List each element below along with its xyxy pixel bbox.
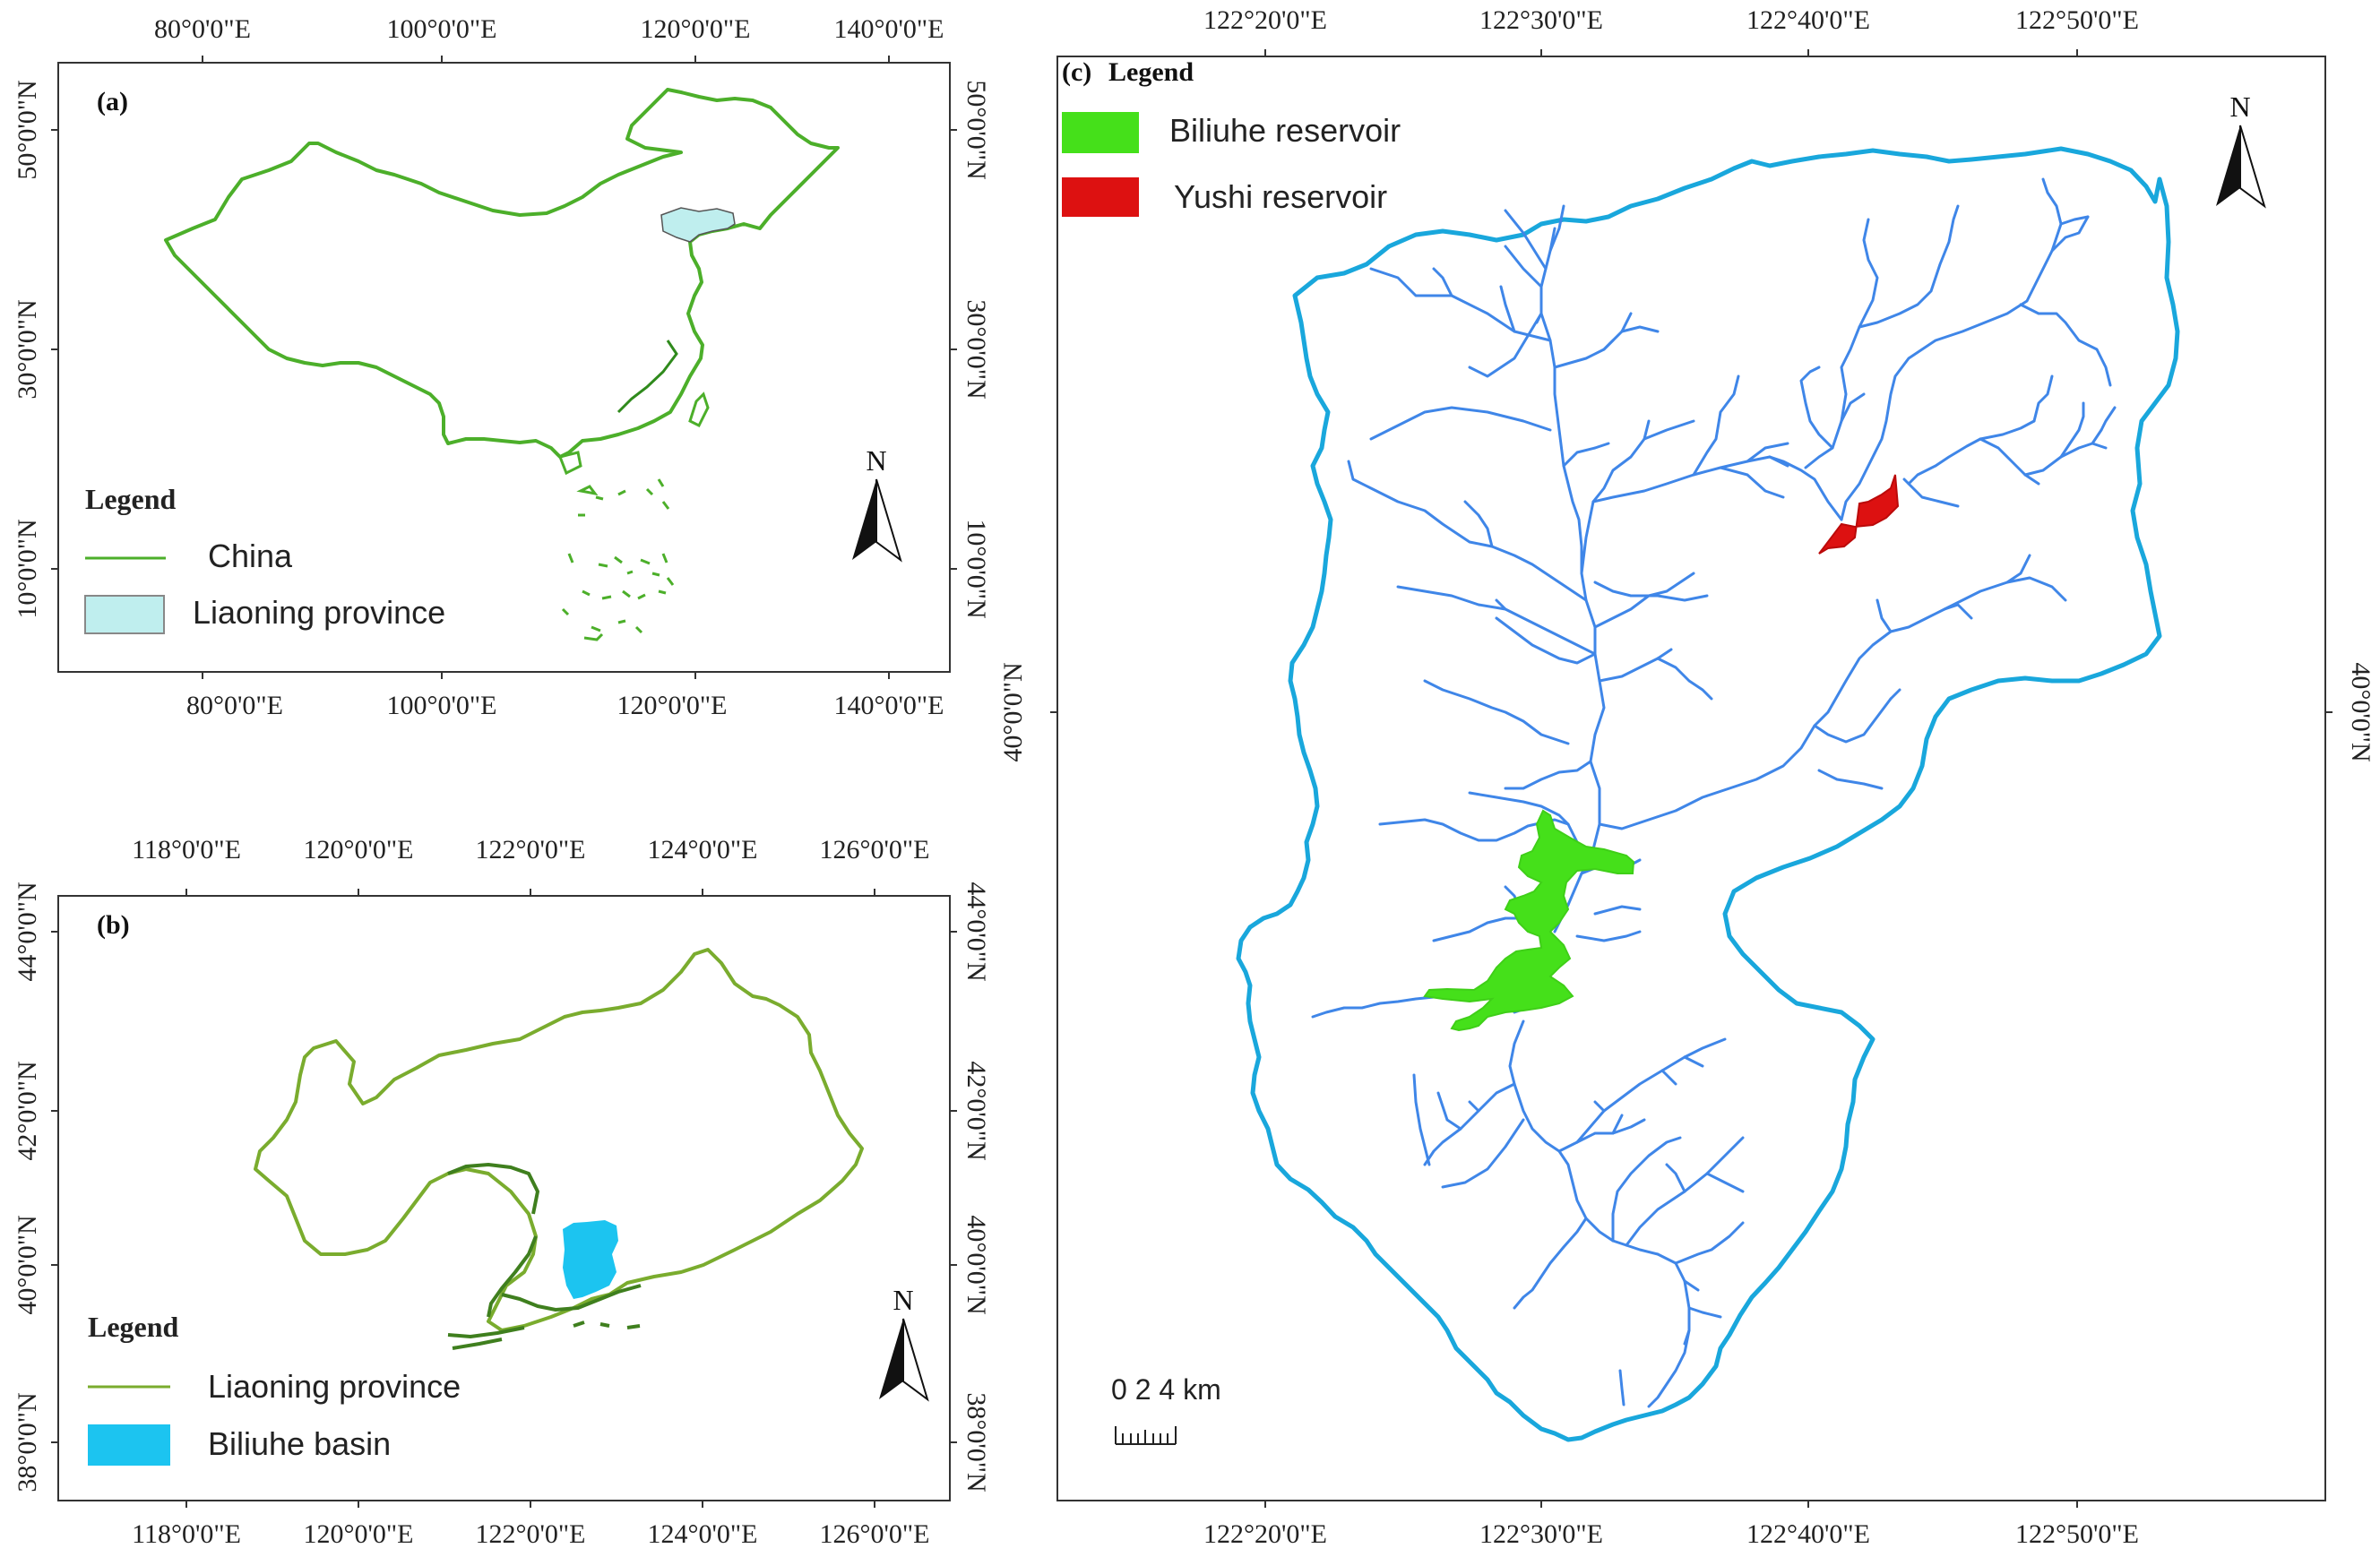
panel-a-label: (a) (97, 87, 128, 116)
b-north-arrow-light (902, 1318, 929, 1402)
b-tick-left-3: 40°0'0"N (13, 1215, 42, 1314)
panel-c-frame (1056, 56, 2326, 1501)
b-north-label: N (892, 1284, 913, 1316)
a-north-label: N (866, 444, 886, 477)
a-tick-bottom-2: 100°0'0"E (387, 691, 497, 720)
panel-b-frame (57, 895, 951, 1501)
b-tick-top-1: 118°0'0"E (132, 835, 241, 865)
panel-c: 122°20'0"E 122°30'0"E 122°40'0"E 122°50'… (998, 5, 2376, 1549)
c-tick-bottom-4: 122°50'0"E (2015, 1519, 2139, 1549)
b-tick-right-4: 38°0'0"N (961, 1392, 991, 1492)
b-legend-label-liaoning: Liaoning province (208, 1368, 461, 1405)
liaoning-outline (254, 948, 864, 1332)
panel-b-label: (b) (97, 910, 130, 940)
a-tick-right-1: 50°0'0"N (961, 80, 991, 179)
panel-a-frame (57, 62, 951, 673)
b-tick-top-5: 126°0'0"E (820, 835, 930, 865)
a-north-arrow-light (875, 478, 902, 563)
a-tick-bottom-1: 80°0'0"E (186, 691, 283, 720)
a-tick-left-2: 30°0'0"N (13, 299, 42, 399)
a-legend-title: Legend (85, 483, 177, 515)
c-tick-bottom-3: 122°40'0"E (1746, 1519, 1870, 1549)
b-tick-bottom-2: 120°0'0"E (304, 1519, 414, 1549)
c-tick-left-1: 40°0'0"N (998, 662, 1028, 761)
c-tick-top-4: 122°50'0"E (2015, 5, 2139, 35)
hainan-outline (557, 451, 582, 476)
a-tick-top-3: 120°0'0"E (641, 14, 751, 44)
b-tick-top-2: 120°0'0"E (304, 835, 414, 865)
panel-a-north-arrow: N (852, 444, 902, 563)
biliuhe-basin-boundary (1236, 146, 2180, 1442)
a-north-arrow-dark (852, 479, 876, 560)
b-tick-right-3: 40°0'0"N (961, 1215, 991, 1314)
c-legend-swatch-biliuhe (1062, 112, 1139, 153)
a-tick-right-3: 10°0'0"N (961, 519, 991, 618)
a-tick-bottom-3: 120°0'0"E (617, 691, 728, 720)
c-north-label: N (2229, 90, 2250, 123)
panel-a-legend: Legend China Liaoning province (84, 483, 445, 634)
b-legend-label-basin: Biliuhe basin (208, 1425, 391, 1462)
panel-c-label: (c) (1062, 57, 1091, 87)
c-tick-bottom-1: 122°20'0"E (1203, 1519, 1327, 1549)
a-tick-bottom-4: 140°0'0"E (834, 691, 944, 720)
a-tick-top-1: 80°0'0"E (154, 14, 251, 44)
scale-label: 0 2 4 km (1111, 1373, 1221, 1406)
biliuhe-basin-b (563, 1220, 618, 1299)
liaoning-highlight-a (660, 207, 736, 243)
c-legend-title: Legend (1108, 57, 1194, 87)
b-tick-bottom-1: 118°0'0"E (132, 1519, 241, 1549)
b-tick-left-1: 44°0'0"N (13, 882, 42, 981)
b-tick-right-2: 42°0'0"N (961, 1061, 991, 1160)
c-legend-swatch-yushi (1062, 177, 1139, 217)
c-north-arrow-dark (2216, 125, 2240, 206)
south-sea-islands (561, 478, 675, 641)
panel-c-north-arrow: N (2216, 90, 2266, 209)
c-tick-right-1: 40°0'0"N (2346, 662, 2376, 761)
a-tick-right-2: 30°0'0"N (961, 299, 991, 399)
a-legend-label-liaoning: Liaoning province (193, 594, 445, 631)
c-legend-label-yushi: Yushi reservoir (1174, 178, 1387, 215)
b-north-arrow-dark (879, 1319, 903, 1399)
b-tick-left-2: 42°0'0"N (13, 1061, 42, 1160)
b-tick-left-4: 38°0'0"N (13, 1392, 42, 1492)
panel-b-north-arrow: N (879, 1284, 929, 1402)
a-tick-left-3: 10°0'0"N (13, 519, 42, 618)
taiwan-outline (688, 391, 710, 428)
a-tick-top-2: 100°0'0"E (387, 14, 497, 44)
b-tick-bottom-4: 124°0'0"E (648, 1519, 758, 1549)
b-tick-right-1: 44°0'0"N (961, 882, 991, 981)
c-tick-bottom-2: 122°30'0"E (1479, 1519, 1603, 1549)
b-tick-bottom-5: 126°0'0"E (820, 1519, 930, 1549)
b-tick-top-4: 124°0'0"E (648, 835, 758, 865)
panel-b-legend: Legend Liaoning province Biliuhe basin (88, 1311, 461, 1466)
b-legend-swatch-basin (88, 1424, 170, 1466)
liaoning-coast-detail (447, 1163, 642, 1350)
scale-bar: 0 2 4 km (1111, 1373, 1221, 1445)
a-tick-top-4: 140°0'0"E (834, 14, 944, 44)
yushi-reservoir (1818, 474, 1900, 555)
river-network (1311, 177, 2117, 1408)
a-legend-label-china: China (208, 538, 293, 574)
c-tick-top-3: 122°40'0"E (1746, 5, 1870, 35)
panel-a: 80°0'0"E 100°0'0"E 120°0'0"E 140°0'0"E 8… (13, 14, 991, 720)
b-tick-bottom-3: 122°0'0"E (476, 1519, 586, 1549)
c-tick-top-2: 122°30'0"E (1479, 5, 1603, 35)
panel-c-legend: (c) Legend Biliuhe reservoir Yushi reser… (1062, 57, 1401, 217)
b-tick-top-3: 122°0'0"E (476, 835, 586, 865)
b-legend-title: Legend (88, 1311, 179, 1343)
a-tick-left-1: 50°0'0"N (13, 80, 42, 179)
c-north-arrow-light (2239, 125, 2266, 209)
china-outline (164, 88, 840, 459)
c-tick-top-1: 122°20'0"E (1203, 5, 1327, 35)
china-coast-detail (617, 340, 678, 414)
c-legend-label-biliuhe: Biliuhe reservoir (1169, 112, 1401, 149)
a-legend-swatch-liaoning (84, 595, 165, 634)
panel-b: 118°0'0"E 120°0'0"E 122°0'0"E 124°0'0"E … (13, 835, 991, 1549)
biliuhe-reservoir (1423, 809, 1635, 1032)
